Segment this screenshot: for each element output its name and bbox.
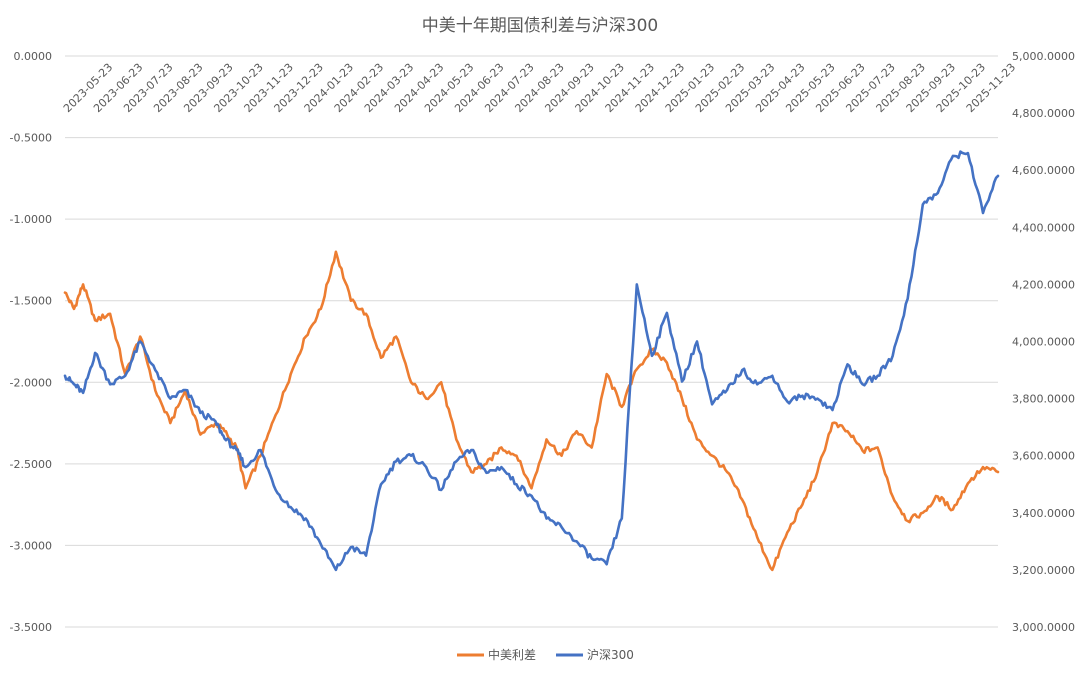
left-tick-label: -1.5000 bbox=[10, 295, 52, 308]
series-line-spread bbox=[63, 250, 1000, 572]
right-tick-label: 3,800.0000 bbox=[1012, 393, 1075, 406]
left-tick-label: -0.5000 bbox=[10, 132, 52, 145]
right-tick-label: 4,000.0000 bbox=[1012, 336, 1075, 349]
left-tick-label: -1.0000 bbox=[10, 213, 52, 226]
left-tick-label: -2.5000 bbox=[10, 458, 52, 471]
right-tick-label: 5,000.0000 bbox=[1012, 50, 1075, 63]
right-tick-label: 4,400.0000 bbox=[1012, 221, 1075, 234]
legend-label-csi300: 沪深300 bbox=[587, 648, 634, 662]
chart-title: 中美十年期国债利差与沪深300 bbox=[422, 16, 658, 36]
right-tick-label: 4,800.0000 bbox=[1012, 107, 1075, 120]
left-axis-ticks: 0.0000 -0.5000 -1.0000 -1.5000 -2.0000 -2.500… bbox=[10, 50, 52, 634]
right-tick-label: 3,400.0000 bbox=[1012, 507, 1075, 520]
left-tick-label: -3.0000 bbox=[10, 539, 52, 552]
right-tick-label: 3,200.0000 bbox=[1012, 564, 1075, 577]
series-line-csi300 bbox=[63, 150, 1000, 572]
right-axis-ticks: 5,000.0000 4,800.0000 4,600.0000 4,400.0000… bbox=[1012, 50, 1075, 634]
right-tick-label: 3,000.0000 bbox=[1012, 621, 1075, 634]
grid-layer bbox=[65, 55, 998, 628]
left-tick-label: 0.0000 bbox=[14, 50, 53, 63]
left-tick-label: -2.0000 bbox=[10, 376, 52, 389]
legend-label-spread: 中美利差 bbox=[488, 647, 536, 662]
right-tick-label: 3,600.0000 bbox=[1012, 450, 1075, 463]
left-tick-label: -3.5000 bbox=[10, 621, 52, 634]
right-tick-label: 4,200.0000 bbox=[1012, 278, 1075, 291]
series-layer bbox=[63, 150, 1000, 572]
legend: 中美利差 沪深300 bbox=[457, 647, 634, 662]
right-tick-label: 4,600.0000 bbox=[1012, 164, 1075, 177]
